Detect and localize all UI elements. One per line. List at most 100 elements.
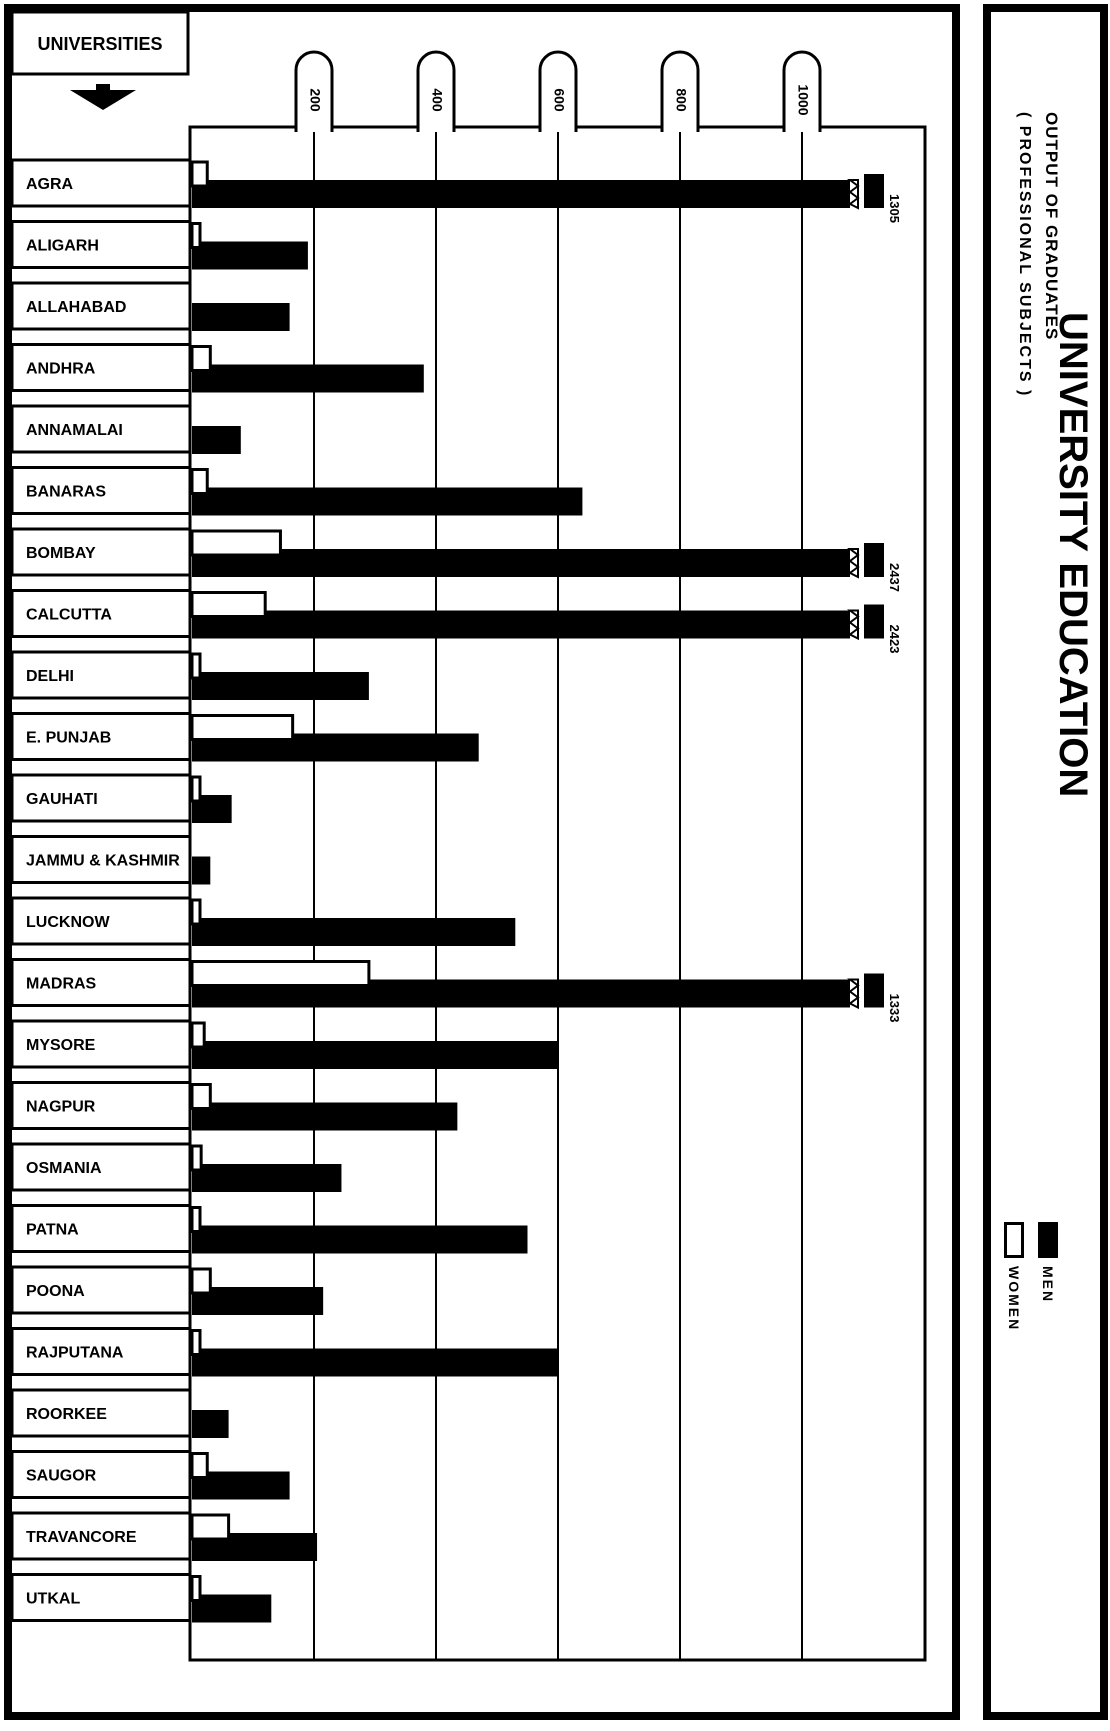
chart-subtitle-line-1: OUTPUT OF GRADUATES: [1041, 112, 1061, 341]
row-label: MYSORE: [26, 1037, 96, 1054]
row-label: POONA: [26, 1283, 85, 1300]
data-label: 1333: [887, 994, 902, 1023]
bar-men-tail: [864, 973, 884, 1008]
bar-women: [190, 714, 295, 741]
data-label: 2437: [887, 563, 902, 592]
chart-title: UNIVERSITY EDUCATION: [1050, 312, 1095, 798]
row-label-box: [10, 1327, 192, 1376]
row-label: E. PUNJAB: [26, 730, 111, 747]
row-label-box: [10, 650, 192, 700]
bar-women: [190, 775, 202, 803]
tick-tab-200: [294, 50, 334, 132]
bar-women: [190, 1575, 202, 1602]
tick-tab-1000: [782, 50, 822, 132]
bar-men: [192, 1164, 342, 1192]
bar-men: [192, 426, 241, 454]
bar-men: [192, 1102, 458, 1131]
row-label: AGRA: [26, 176, 74, 193]
bar-women: [190, 160, 209, 188]
tick-label-600: 600: [551, 88, 567, 112]
row-label-box: [10, 1450, 192, 1499]
bar-women: [190, 468, 209, 495]
row-label: MADRAS: [26, 976, 97, 993]
row-label: DELHI: [26, 668, 74, 685]
row-label: OSMANIA: [26, 1160, 102, 1177]
row-label: ANNAMALAI: [26, 422, 123, 439]
down-arrow-stem: [96, 84, 110, 94]
data-label: 1305: [887, 194, 902, 223]
row-label: ALLAHABAD: [26, 299, 126, 316]
bar-men: [192, 487, 583, 516]
break-mark: [847, 609, 860, 641]
legend-men-label: MEN: [1039, 1266, 1056, 1304]
row-label-box: [10, 1511, 192, 1561]
row-label-box: [10, 527, 192, 577]
row-label-box: [10, 1388, 192, 1438]
row-label: ALIGARH: [26, 238, 99, 255]
row-label-box: [10, 958, 192, 1007]
bar-women: [190, 1329, 202, 1356]
tick-label-200: 200: [307, 88, 323, 112]
row-label-box: [10, 343, 192, 392]
bar-men-tail: [864, 174, 884, 208]
row-label: ANDHRA: [26, 361, 96, 378]
row-label: ROORKEE: [26, 1406, 107, 1423]
bar-women: [190, 898, 202, 926]
bar-men: [192, 918, 516, 946]
row-label-box: [10, 281, 192, 331]
row-label-box: [10, 1573, 192, 1622]
bar-women: [190, 1144, 203, 1172]
row-label-box: [10, 1204, 192, 1253]
bar-women: [190, 529, 282, 557]
title-panel: OUTPUT OF GRADUATES ( PROFESSIONAL SUBJE…: [983, 4, 1108, 1720]
break-mark: [847, 978, 860, 1010]
tick-label-1000: 1000: [795, 84, 811, 115]
bar-women: [190, 1206, 202, 1233]
chart-panel: [4, 4, 960, 1720]
row-label-box: [10, 1019, 192, 1069]
row-label-box: [10, 158, 192, 208]
universities-label-box: [10, 10, 190, 76]
row-label: LUCKNOW: [26, 914, 110, 931]
bar-men: [192, 1348, 558, 1377]
row-label: TRAVANCORE: [26, 1529, 137, 1546]
bar-women: [190, 1452, 209, 1479]
break-mark: [847, 179, 860, 210]
tick-tab-400: [416, 50, 456, 132]
bar-men-tail: [864, 543, 884, 577]
row-label-box: [10, 220, 192, 269]
bar-men: [192, 180, 850, 208]
bar-men: [192, 549, 850, 577]
bar-men: [192, 1594, 272, 1623]
bar-men: [192, 610, 850, 639]
row-label-box: [10, 773, 192, 823]
bar-women: [190, 960, 371, 987]
universities-label: UNIVERSITIES: [37, 34, 162, 54]
tick-tab-800: [660, 50, 700, 132]
legend-women: WOMEN: [1001, 1222, 1027, 1331]
bar-men-tail: [864, 604, 884, 639]
row-label: NAGPUR: [26, 1099, 96, 1116]
row-label-box: [10, 1265, 192, 1315]
bar-women: [190, 1513, 231, 1541]
bar-women: [190, 591, 267, 618]
bar-men: [192, 1287, 324, 1315]
row-label-box: [10, 896, 192, 946]
row-label-box: [10, 404, 192, 454]
row-label-box: [10, 1142, 192, 1192]
bar-men: [192, 1225, 528, 1254]
bar-women: [190, 1267, 212, 1295]
bar-men: [192, 856, 211, 885]
break-mark: [847, 548, 860, 579]
row-label: BANARAS: [26, 484, 106, 501]
tick-tab-600: [538, 50, 578, 132]
data-label: 2423: [887, 625, 902, 654]
bar-men: [192, 364, 424, 393]
bar-men: [192, 1041, 558, 1069]
bar-men: [192, 303, 290, 331]
row-label: PATNA: [26, 1222, 79, 1239]
row-label-box: [10, 1081, 192, 1130]
tick-label-400: 400: [429, 88, 445, 112]
row-label: UTKAL: [26, 1591, 80, 1608]
bar-women: [190, 345, 212, 372]
